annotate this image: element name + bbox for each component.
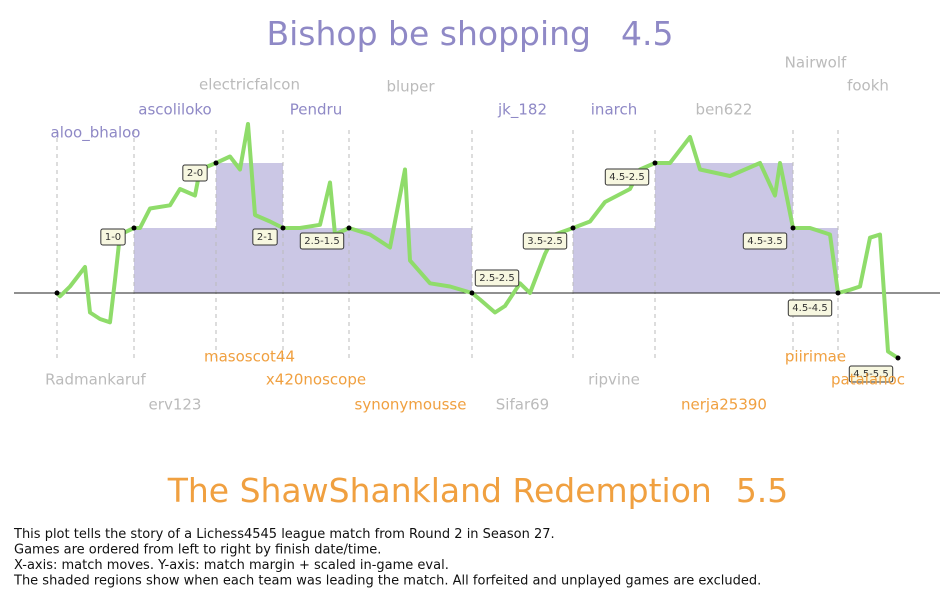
bottom-player: patalanoc [831, 371, 905, 389]
description-line: Games are ordered from left to right by … [14, 543, 381, 558]
start-dot [54, 290, 60, 296]
top-player: Pendru [290, 101, 342, 119]
bottom-team-title: The ShawShankland Redemption 5.5 [167, 471, 789, 510]
description-line: X-axis: match moves. Y-axis: match margi… [14, 558, 449, 573]
top-team-title: Bishop be shopping 4.5 [267, 14, 674, 53]
score-text: 4.5-3.5 [747, 236, 782, 247]
lead-region [216, 163, 283, 293]
score-label: 4.5-4.5 [787, 299, 833, 317]
score-text: 3.5-2.5 [527, 236, 562, 247]
bottom-player: piirimae [785, 348, 846, 366]
score-label: 2.5-2.5 [474, 269, 520, 287]
score-label: 1-0 [100, 228, 126, 246]
score-label: 4.5-3.5 [742, 232, 788, 250]
score-label: 3.5-2.5 [522, 232, 568, 250]
score-label: 2-1 [252, 228, 278, 246]
top-team-name: Bishop be shopping [267, 14, 592, 53]
bottom-team-name: The ShawShankland Redemption [167, 471, 712, 510]
game-end-dot [790, 225, 796, 231]
game-end-dot [346, 225, 352, 231]
score-box [474, 269, 520, 287]
top-player: jk_182 [497, 101, 547, 120]
bottom-player: Radmankaruf [45, 371, 146, 389]
top-team-score: 4.5 [621, 14, 673, 53]
bottom-player: masoscot44 [204, 348, 295, 366]
score-box [252, 228, 278, 246]
score-text: 1-0 [105, 232, 121, 243]
description-line: The shaded regions show when each team w… [13, 574, 761, 589]
bottom-player: x420noscope [266, 371, 366, 389]
game-end-dot [469, 290, 475, 296]
lead-region [134, 228, 216, 293]
top-player: electricfalcon [199, 76, 300, 94]
score-label: 4.5-5.5 [848, 365, 894, 383]
score-box [299, 232, 345, 250]
lead-region [573, 228, 655, 293]
top-player: inarch [591, 101, 637, 119]
lead-region [655, 163, 793, 293]
score-text: 4.5-5.5 [853, 369, 888, 380]
score-box [100, 228, 126, 246]
top-player: Nairwolf [785, 54, 847, 72]
score-label: 2.5-1.5 [299, 232, 345, 250]
game-end-dot [652, 160, 658, 166]
score-text: 2.5-1.5 [304, 236, 339, 247]
top-player: fookh [847, 77, 889, 95]
score-box [182, 164, 208, 182]
score-text: 2-0 [187, 168, 203, 179]
top-player: bluper [386, 78, 435, 96]
score-box [848, 365, 894, 383]
score-text: 2-1 [257, 232, 273, 243]
bottom-player: synonymousse [355, 396, 467, 414]
score-text: 4.5-4.5 [792, 303, 827, 314]
score-label: 2-0 [182, 164, 208, 182]
score-box [522, 232, 568, 250]
bottom-player: erv123 [149, 396, 202, 414]
game-end-dot [895, 355, 901, 361]
score-box [787, 299, 833, 317]
score-text: 2.5-2.5 [479, 273, 514, 284]
score-text: 4.5-2.5 [609, 172, 644, 183]
bottom-player: nerja25390 [681, 396, 767, 414]
game-end-dot [835, 290, 841, 296]
top-player: ben622 [696, 101, 753, 119]
eval-line [55, 122, 900, 360]
description-line: This plot tells the story of a Lichess45… [13, 527, 555, 542]
bottom-team-score: 5.5 [736, 471, 788, 510]
game-end-dot [570, 225, 576, 231]
bottom-player: Sifar69 [496, 396, 549, 414]
game-end-dot [131, 225, 137, 231]
score-box [742, 232, 788, 250]
game-end-dot [280, 225, 286, 231]
score-label: 4.5-2.5 [604, 168, 650, 186]
bottom-player: ripvine [588, 371, 640, 389]
top-player: ascoliloko [138, 101, 211, 119]
score-box [604, 168, 650, 186]
game-end-dot [213, 160, 219, 166]
top-player: aloo_bhaloo [51, 124, 141, 143]
